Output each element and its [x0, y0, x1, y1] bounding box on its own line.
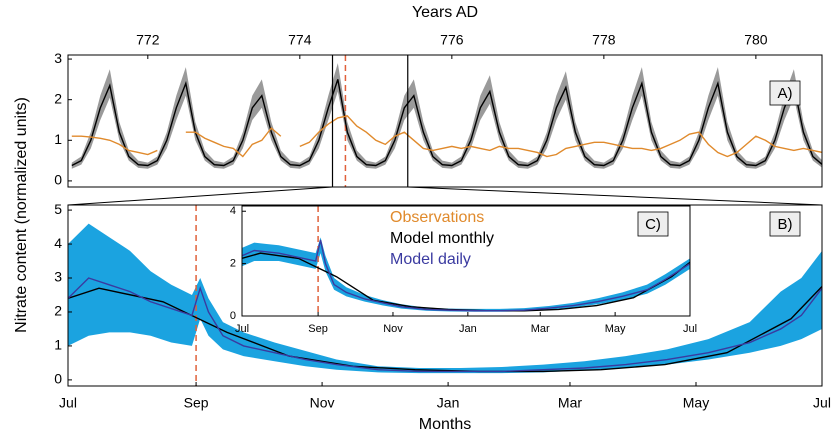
series-line: [185, 127, 282, 158]
x-tick-label: Jul: [813, 395, 831, 411]
x-axis-title: Years AD: [412, 4, 478, 21]
series-line: [68, 286, 822, 373]
plot-area: [71, 55, 822, 187]
x-tick-label: May: [683, 395, 709, 411]
uncertainty-band: [242, 237, 690, 312]
x-tick-label: 778: [592, 32, 616, 48]
uncertainty-band: [71, 63, 822, 169]
y-tick-label: 3: [54, 269, 62, 285]
x-tick-label: Sep: [308, 323, 328, 335]
y-tick-label: 0: [230, 310, 236, 322]
legend-entry: Model monthly: [390, 230, 494, 247]
x-tick-label: Sep: [184, 395, 209, 411]
legend-entry: Observations: [390, 209, 484, 226]
plot-area: [242, 206, 690, 316]
zoom-connector: [67, 186, 333, 206]
panel-label: A): [778, 85, 793, 102]
series-line: [299, 115, 822, 158]
x-tick-label: Jan: [459, 323, 477, 335]
y-tick-label: 1: [54, 131, 62, 147]
x-tick-label: Mar: [558, 395, 582, 411]
series-line: [68, 277, 822, 373]
y-tick-label: 2: [230, 258, 236, 270]
x-axis-title: Months: [419, 416, 471, 433]
x-tick-label: Jul: [235, 323, 249, 335]
axes-frame: [67, 204, 823, 387]
panel-label-box: [637, 211, 669, 237]
panel-label: C): [645, 216, 661, 233]
series-line: [71, 135, 158, 156]
y-tick-label: 0: [54, 172, 62, 188]
axes-frame: [241, 205, 691, 317]
x-tick-label: 774: [288, 32, 312, 48]
y-tick-label: 2: [54, 90, 62, 106]
y-axis-title: Nitrate content (normalized units): [13, 97, 30, 333]
y-tick-label: 1: [54, 337, 62, 353]
panel-label-box: [769, 211, 801, 237]
y-tick-label: 3: [54, 50, 62, 66]
y-tick-label: 5: [54, 201, 62, 217]
x-tick-label: 780: [744, 32, 768, 48]
y-tick-label: 4: [54, 235, 62, 251]
x-tick-label: Nov: [383, 323, 403, 335]
x-tick-label: 772: [136, 32, 160, 48]
series-line: [71, 79, 822, 167]
legend-entry: Model daily: [390, 251, 471, 268]
plot-area: [68, 205, 822, 386]
x-tick-label: 776: [440, 32, 464, 48]
axes-frame: [67, 54, 823, 188]
x-tick-label: May: [605, 323, 626, 335]
x-tick-label: Jan: [437, 395, 460, 411]
x-tick-label: Mar: [531, 323, 550, 335]
x-tick-label: Jul: [683, 323, 697, 335]
x-tick-label: Jul: [59, 395, 77, 411]
y-tick-label: 2: [54, 303, 62, 319]
y-tick-label: 4: [230, 205, 236, 217]
panel-label: B): [778, 216, 793, 233]
series-line: [242, 239, 690, 312]
x-tick-label: Nov: [310, 395, 335, 411]
zoom-connector: [407, 186, 823, 206]
panel-label-box: [769, 80, 801, 106]
y-tick-label: 0: [54, 371, 62, 387]
